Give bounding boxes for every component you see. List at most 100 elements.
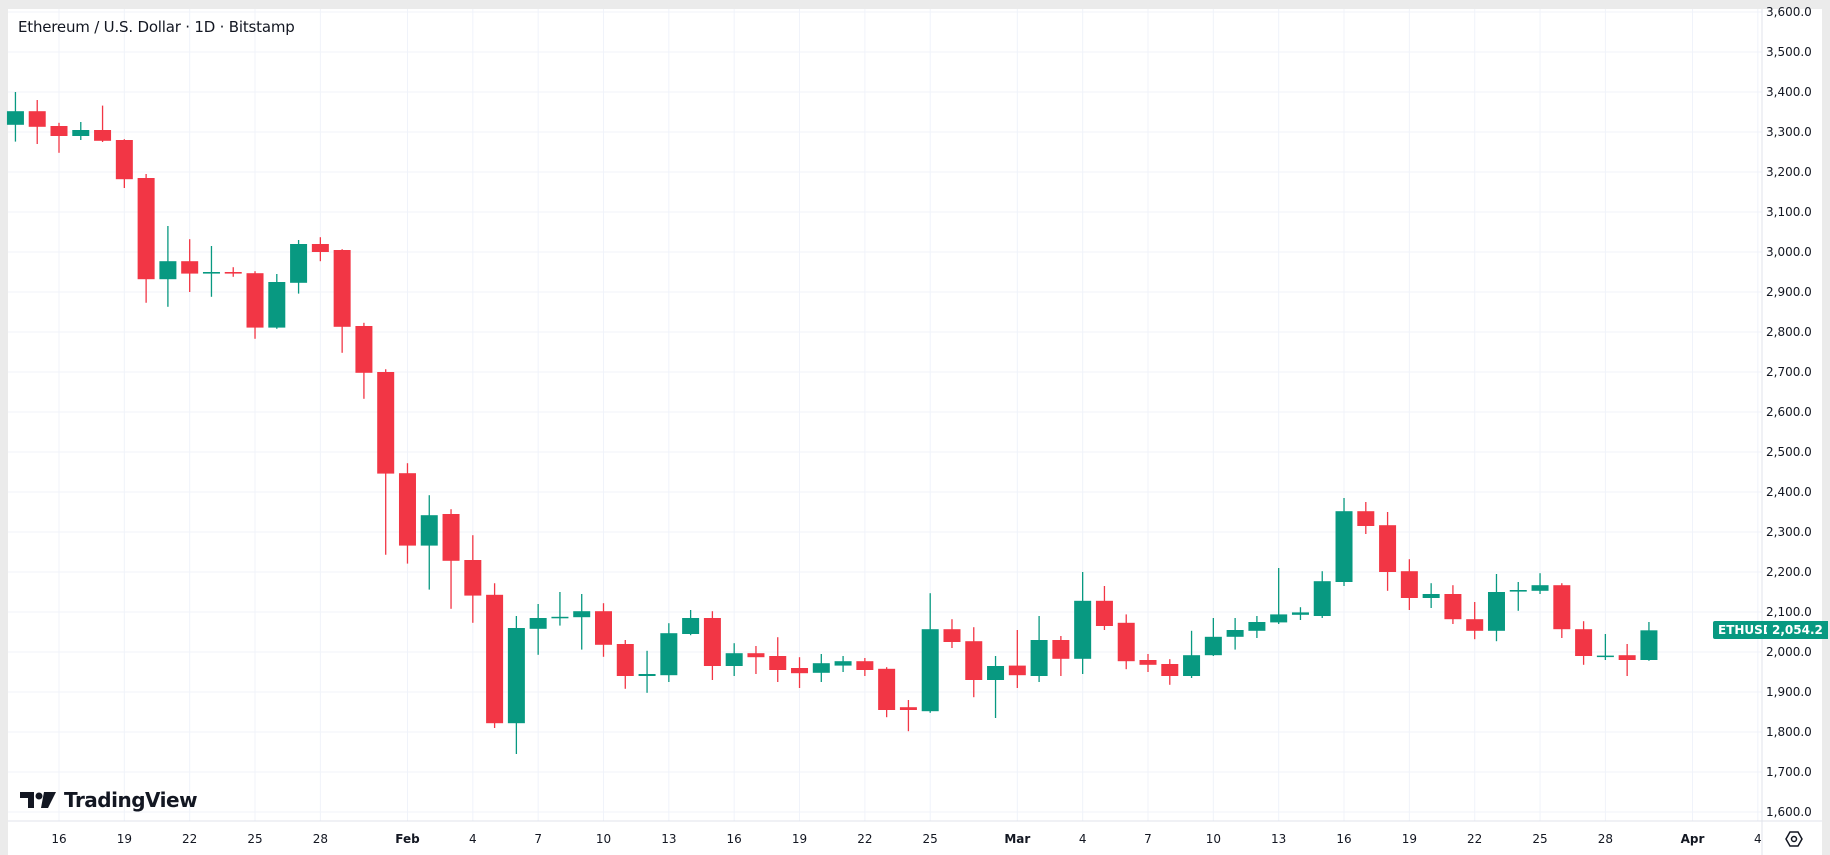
candle: [507, 616, 525, 754]
y-tick-label: 2,900.0: [1766, 285, 1812, 299]
candle: [1553, 583, 1571, 638]
candle-body: [595, 611, 612, 645]
x-tick-label: 7: [1144, 832, 1152, 846]
candle: [638, 650, 656, 693]
candle: [1444, 585, 1462, 624]
candle-body: [464, 560, 482, 596]
x-tick-label: 22: [182, 832, 197, 846]
candle-body: [1466, 619, 1484, 631]
candle: [94, 105, 112, 142]
settings-button[interactable]: [1784, 829, 1804, 849]
x-tick-label: Apr: [1681, 832, 1705, 846]
candle-body: [1509, 590, 1527, 592]
candle: [398, 463, 416, 564]
candle: [311, 237, 329, 262]
candle-body: [921, 629, 939, 712]
candle: [1618, 644, 1636, 676]
tradingview-logo-icon: [20, 792, 56, 808]
candle: [1095, 586, 1113, 630]
x-tick-label: 13: [1271, 832, 1286, 846]
candle: [1335, 498, 1353, 586]
candle-body: [224, 272, 242, 274]
candle-body: [1400, 571, 1418, 598]
candle: [899, 700, 917, 732]
left-panel-edge: [0, 0, 8, 855]
candle: [1030, 616, 1048, 682]
candle-body: [1052, 640, 1070, 659]
candle: [1466, 602, 1484, 640]
candle-body: [442, 514, 460, 561]
last-price-label: 2,054.2: [1767, 621, 1828, 640]
candle: [1008, 630, 1026, 688]
candle: [1117, 614, 1135, 670]
candle: [355, 322, 373, 399]
x-tick-label: 25: [923, 832, 938, 846]
candle-body: [1531, 585, 1549, 591]
candle-body: [137, 178, 155, 280]
x-tick-label: 19: [117, 832, 132, 846]
y-tick-label: 3,400.0: [1766, 85, 1812, 99]
tradingview-logo[interactable]: TradingView: [20, 788, 198, 812]
chart-title: Ethereum / U.S. Dollar · 1D · Bitstamp: [18, 18, 295, 36]
candle-body: [268, 282, 286, 328]
candle: [1248, 616, 1266, 638]
candle: [442, 509, 460, 609]
candle: [812, 654, 830, 682]
candle: [1487, 574, 1505, 642]
candle-body: [987, 666, 1005, 680]
candle: [224, 267, 242, 277]
candle-body: [965, 641, 983, 680]
y-tick-label: 2,700.0: [1766, 365, 1812, 379]
candle-body: [573, 611, 591, 618]
candle: [878, 667, 896, 718]
candle: [464, 535, 482, 623]
y-tick-label: 1,800.0: [1766, 725, 1812, 739]
candle-body: [616, 644, 634, 676]
candle-body: [1640, 630, 1658, 660]
candle: [72, 122, 90, 140]
candle-body: [420, 515, 438, 546]
candle: [1226, 618, 1244, 650]
candle: [159, 226, 177, 307]
candle-body: [1139, 660, 1157, 665]
y-tick-label: 1,700.0: [1766, 765, 1812, 779]
candle: [595, 603, 612, 657]
candle: [921, 593, 939, 713]
candle-body: [1575, 629, 1593, 656]
candle-body: [72, 130, 90, 136]
x-tick-label: 25: [247, 832, 262, 846]
y-tick-label: 3,300.0: [1766, 125, 1812, 139]
x-tick-label: 13: [661, 832, 676, 846]
x-tick-label: Mar: [1004, 832, 1030, 846]
x-tick-label: 4: [1079, 832, 1087, 846]
candle: [377, 369, 395, 555]
candle: [333, 249, 351, 353]
candle-body: [94, 130, 112, 141]
candle: [573, 594, 591, 650]
x-tick-label: 25: [1532, 832, 1547, 846]
x-tick-label: 16: [1336, 832, 1351, 846]
candle-body: [6, 111, 24, 125]
y-tick-label: 3,600.0: [1766, 5, 1812, 19]
candle: [1531, 573, 1549, 594]
candle: [290, 240, 308, 294]
candle: [115, 139, 133, 188]
y-tick-label: 2,500.0: [1766, 445, 1812, 459]
candle-body: [747, 653, 765, 658]
candle: [1400, 559, 1418, 610]
x-tick-label: 22: [857, 832, 872, 846]
candle-body: [1117, 622, 1135, 662]
candle: [1313, 571, 1331, 618]
candle-body: [202, 272, 220, 274]
x-tick-label: 16: [51, 832, 66, 846]
price-axis[interactable]: 3,600.0 3,500.0 3,400.0 3,300.0 3,200.0 3,100…: [1766, 5, 1812, 819]
settings-icon: [1785, 831, 1803, 847]
candle-body: [355, 326, 373, 373]
candle: [1204, 618, 1222, 656]
time-axis[interactable]: 16 19 22 25 28 Feb 4 7 10 13 16 19 22 25 Mar 4 7 10 13 16 19…: [51, 832, 1761, 846]
candle: [747, 646, 765, 674]
candle-body: [1291, 612, 1309, 615]
candle: [1509, 582, 1527, 611]
y-tick-label: 3,500.0: [1766, 45, 1812, 59]
